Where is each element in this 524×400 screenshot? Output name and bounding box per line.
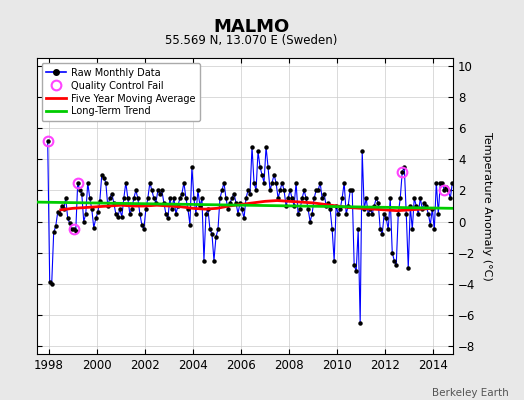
Legend: Raw Monthly Data, Quality Control Fail, Five Year Moving Average, Long-Term Tren: Raw Monthly Data, Quality Control Fail, … bbox=[41, 63, 200, 121]
Text: MALMO: MALMO bbox=[213, 18, 290, 36]
Text: Berkeley Earth: Berkeley Earth bbox=[432, 388, 508, 398]
Y-axis label: Temperature Anomaly (°C): Temperature Anomaly (°C) bbox=[482, 132, 492, 280]
Text: 55.569 N, 13.070 E (Sweden): 55.569 N, 13.070 E (Sweden) bbox=[166, 34, 337, 47]
